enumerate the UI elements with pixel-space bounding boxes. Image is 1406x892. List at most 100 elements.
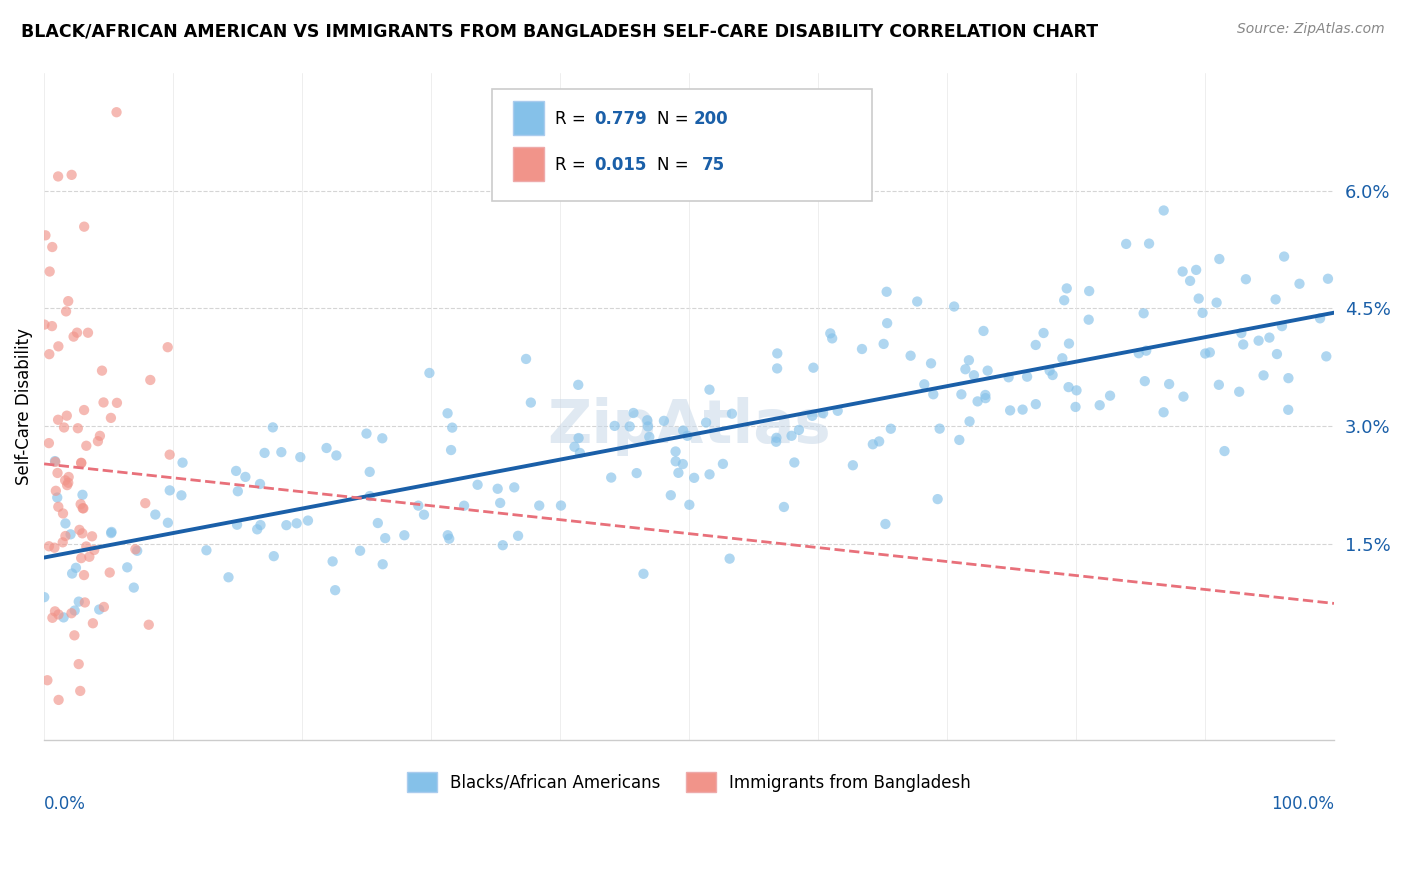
Point xyxy=(75,439,97,453)
Point xyxy=(440,443,463,458)
Point xyxy=(124,542,146,557)
Point xyxy=(506,529,529,543)
Point xyxy=(1213,444,1236,458)
Point xyxy=(38,264,60,278)
Point xyxy=(780,429,803,443)
Point xyxy=(957,353,980,368)
Point xyxy=(568,431,591,445)
Point xyxy=(1159,377,1181,392)
Text: N =: N = xyxy=(657,110,693,128)
Point xyxy=(626,466,648,480)
Point xyxy=(672,457,695,471)
Point xyxy=(1025,338,1047,352)
Point xyxy=(418,366,440,380)
Point xyxy=(1133,374,1156,388)
Point xyxy=(44,455,66,469)
Point xyxy=(408,499,430,513)
Point xyxy=(672,424,695,438)
Point xyxy=(58,470,80,484)
Point xyxy=(1128,346,1150,360)
Point xyxy=(325,449,347,463)
Point xyxy=(73,219,96,234)
Point xyxy=(1185,263,1208,277)
Point xyxy=(699,467,721,482)
Point xyxy=(226,517,249,532)
Point xyxy=(46,413,69,427)
Point xyxy=(1056,281,1078,295)
Point xyxy=(1277,371,1299,385)
Point xyxy=(1253,368,1275,383)
Point xyxy=(633,566,655,581)
Point xyxy=(323,583,346,598)
Legend: Blacks/African Americans, Immigrants from Bangladesh: Blacks/African Americans, Immigrants fro… xyxy=(408,772,972,792)
Point xyxy=(53,474,76,488)
Point xyxy=(905,294,928,309)
Point xyxy=(70,456,93,470)
Point xyxy=(1272,250,1295,264)
Point xyxy=(600,470,623,484)
Point xyxy=(87,434,110,449)
Point xyxy=(955,362,977,376)
Point xyxy=(665,454,688,468)
Point xyxy=(489,496,512,510)
Point xyxy=(83,543,105,558)
Point xyxy=(52,507,75,521)
Point xyxy=(139,373,162,387)
Point xyxy=(1277,402,1299,417)
Point xyxy=(100,526,122,541)
Point xyxy=(436,406,458,420)
Point xyxy=(349,543,371,558)
Point xyxy=(371,431,394,445)
Point xyxy=(249,518,271,533)
Point xyxy=(170,488,193,502)
Point xyxy=(1042,368,1064,382)
Point xyxy=(997,370,1019,384)
Point xyxy=(297,514,319,528)
Point xyxy=(659,488,682,502)
Point xyxy=(60,168,83,182)
Text: 0.0%: 0.0% xyxy=(44,795,86,813)
Point xyxy=(801,409,824,423)
Point xyxy=(60,606,83,620)
Point xyxy=(773,500,796,514)
Point xyxy=(367,516,389,530)
Point xyxy=(699,383,721,397)
Point xyxy=(52,535,75,549)
Point xyxy=(1135,343,1157,358)
Point xyxy=(1153,405,1175,419)
Point xyxy=(60,566,83,581)
Point xyxy=(322,554,344,568)
Point xyxy=(1264,293,1286,307)
Point xyxy=(225,464,247,478)
Point xyxy=(1088,398,1111,412)
Point xyxy=(515,351,537,366)
Point xyxy=(159,483,181,498)
Point xyxy=(66,421,89,435)
Point xyxy=(41,611,63,625)
Point xyxy=(783,455,806,469)
Point xyxy=(974,388,997,402)
Point xyxy=(664,444,686,458)
Point xyxy=(1032,326,1054,340)
Point xyxy=(976,364,998,378)
Point xyxy=(235,470,257,484)
Point xyxy=(963,368,986,383)
Point xyxy=(138,617,160,632)
Point xyxy=(253,446,276,460)
Point xyxy=(619,419,641,434)
Point xyxy=(1078,284,1101,298)
Text: BLACK/AFRICAN AMERICAN VS IMMIGRANTS FROM BANGLADESH SELF-CARE DISABILITY CORREL: BLACK/AFRICAN AMERICAN VS IMMIGRANTS FRO… xyxy=(21,22,1098,40)
Point xyxy=(156,516,179,530)
Point xyxy=(1191,306,1213,320)
Point xyxy=(80,529,103,543)
Y-axis label: Self-Care Disability: Self-Care Disability xyxy=(15,328,32,485)
Point xyxy=(93,599,115,614)
Point xyxy=(1198,345,1220,359)
Point xyxy=(72,488,94,502)
Point xyxy=(122,581,145,595)
Point xyxy=(91,364,114,378)
Point xyxy=(801,360,824,375)
Point xyxy=(37,673,59,688)
Point xyxy=(567,377,589,392)
Point xyxy=(1099,389,1122,403)
